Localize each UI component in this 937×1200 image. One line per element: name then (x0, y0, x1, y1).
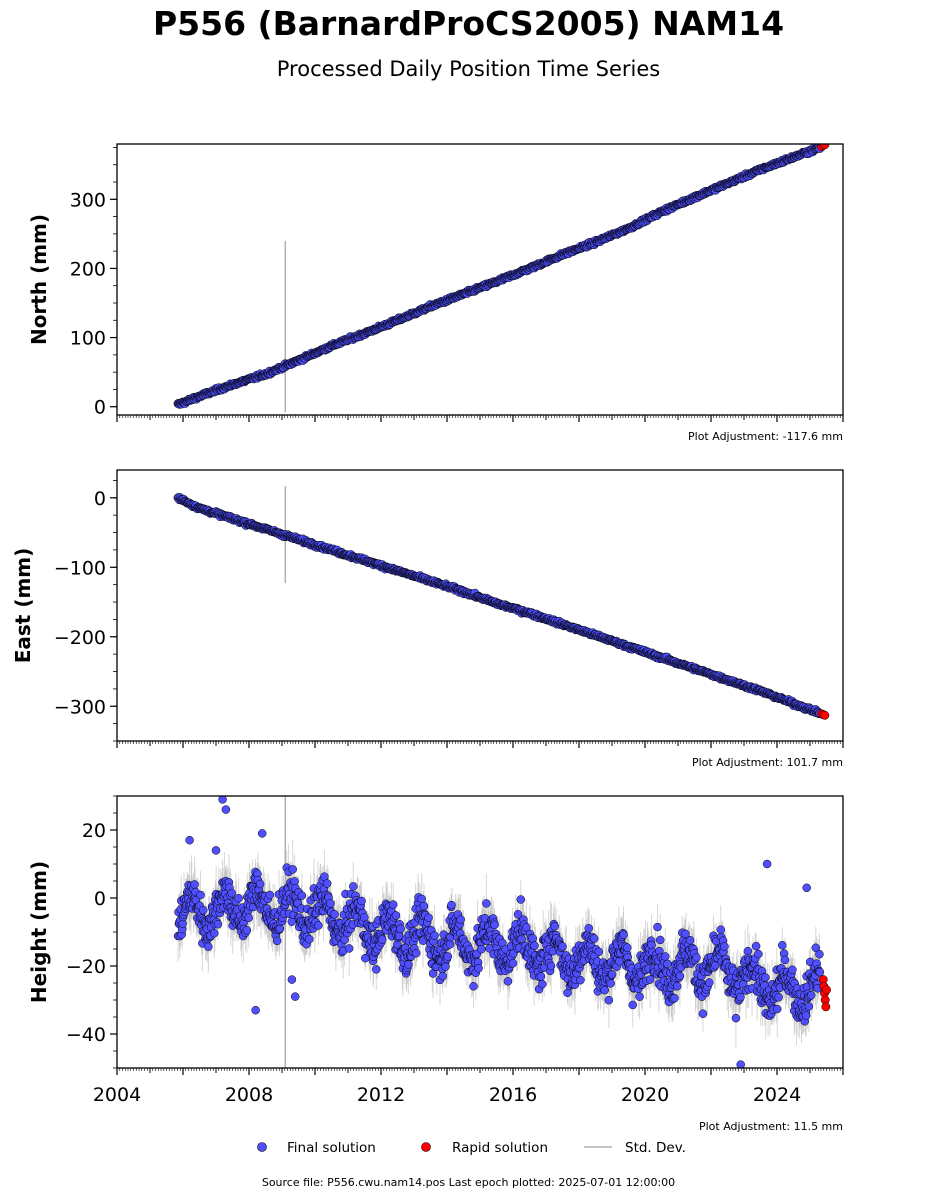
final-point (190, 880, 199, 889)
final-point (419, 901, 429, 911)
plot-area (173, 485, 830, 720)
east-plot-adjustment: Plot Adjustment: 101.7 mm (692, 756, 843, 769)
final-point (558, 942, 567, 951)
final-point (546, 961, 556, 971)
final-point (438, 971, 448, 981)
final-point (388, 900, 398, 909)
final-point (503, 977, 513, 986)
final-point (255, 879, 265, 889)
north-marks (173, 144, 830, 413)
y-tick-label: −200 (54, 627, 106, 649)
final-point (360, 913, 369, 922)
final-point (242, 926, 252, 935)
final-point (371, 965, 381, 974)
final-point (516, 895, 526, 904)
final-point (357, 896, 366, 906)
chart-subtitle: Processed Daily Position Time Series (276, 57, 661, 81)
final-point (360, 953, 370, 963)
final-point (538, 979, 547, 989)
final-point (265, 890, 275, 900)
north-ylabel: North (mm) (27, 214, 51, 345)
final-point (234, 893, 243, 903)
final-point (477, 944, 486, 954)
final-point (530, 941, 539, 950)
east-axes-frame (116, 469, 844, 742)
final-point (377, 935, 387, 944)
final-point (447, 900, 456, 910)
final-point (482, 899, 491, 908)
rapid-point (820, 144, 830, 150)
final-point (508, 959, 518, 968)
final-point (204, 942, 213, 951)
final-point (474, 964, 483, 973)
final-point (396, 924, 405, 934)
final-point (522, 923, 531, 932)
y-tick-label: −100 (54, 557, 106, 579)
y-tick-label: 200 (70, 258, 106, 280)
final-point (490, 920, 499, 930)
final-point (305, 934, 314, 944)
final-point (199, 905, 208, 915)
final-point (344, 944, 354, 953)
final-point (404, 960, 413, 969)
final-point (443, 952, 453, 961)
north-ticks: 0 100 200 300 (70, 147, 844, 422)
final-point (456, 915, 465, 924)
final-point (430, 931, 439, 940)
chart-title: P556 (BarnardProCS2005) NAM14 (152, 4, 785, 43)
final-point (528, 934, 537, 943)
final-point (213, 920, 223, 929)
rapid-point (820, 710, 830, 720)
final-point (227, 888, 236, 898)
final-point (326, 899, 335, 908)
final-point (441, 962, 450, 971)
east-marks (173, 485, 830, 720)
y-tick-label: −300 (54, 696, 106, 718)
y-tick-label: 100 (70, 328, 106, 350)
plot-area (173, 796, 831, 1068)
final-point (288, 865, 297, 874)
y-tick-label: 300 (70, 189, 106, 211)
final-point (244, 913, 253, 922)
final-point (349, 882, 358, 891)
final-point (411, 948, 421, 958)
final-point (314, 921, 323, 930)
height-marks (173, 796, 831, 1068)
final-point (576, 975, 585, 985)
y-tick-label: 0 (94, 488, 106, 510)
final-point (417, 894, 426, 904)
final-point (513, 910, 523, 919)
final-point (536, 972, 546, 981)
final-point (391, 911, 401, 920)
final-point (469, 982, 478, 991)
final-point (272, 936, 282, 946)
final-point (210, 928, 219, 938)
final-point (550, 921, 559, 931)
plot-area (173, 144, 830, 413)
east-ticks: 0 −100 −200 −300 (54, 480, 844, 748)
east-panel: 0 −100 −200 −300 East (mm) Plot Adjustment:… (11, 469, 844, 769)
north-panel: 0 100 200 300 North (mm) Plot Adjustment: -… (27, 143, 844, 443)
final-point (297, 891, 307, 900)
final-point (330, 910, 339, 919)
final-point (322, 879, 332, 888)
north-plot-adjustment: Plot Adjustment: -117.6 mm (688, 430, 843, 443)
y-tick-label: 0 (94, 397, 106, 419)
east-ylabel: East (mm) (11, 548, 35, 664)
final-point (424, 913, 433, 922)
final-point (196, 890, 205, 900)
